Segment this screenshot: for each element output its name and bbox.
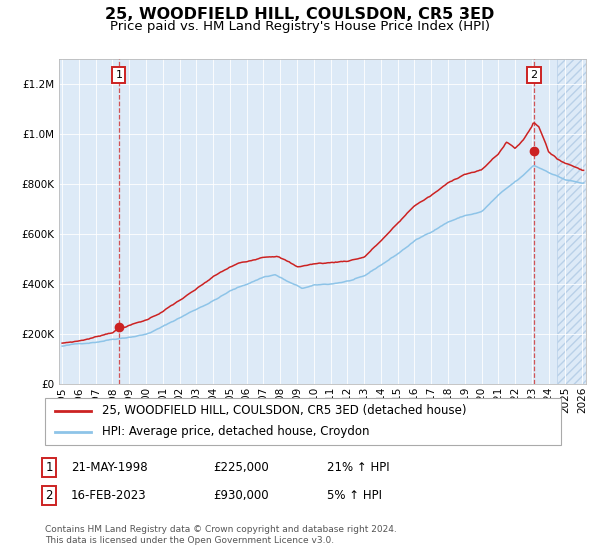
Bar: [557, 59, 586, 384]
Text: 21-MAY-1998: 21-MAY-1998: [71, 461, 148, 474]
Text: 5% ↑ HPI: 5% ↑ HPI: [327, 489, 382, 502]
Text: 2: 2: [530, 70, 538, 80]
Text: HPI: Average price, detached house, Croydon: HPI: Average price, detached house, Croy…: [102, 426, 369, 438]
Text: 21% ↑ HPI: 21% ↑ HPI: [327, 461, 389, 474]
Text: £225,000: £225,000: [213, 461, 269, 474]
Text: Contains HM Land Registry data © Crown copyright and database right 2024.
This d: Contains HM Land Registry data © Crown c…: [45, 525, 397, 545]
Text: 1: 1: [115, 70, 122, 80]
Text: 25, WOODFIELD HILL, COULSDON, CR5 3ED: 25, WOODFIELD HILL, COULSDON, CR5 3ED: [106, 7, 494, 22]
Text: Price paid vs. HM Land Registry's House Price Index (HPI): Price paid vs. HM Land Registry's House …: [110, 20, 490, 32]
Text: 25, WOODFIELD HILL, COULSDON, CR5 3ED (detached house): 25, WOODFIELD HILL, COULSDON, CR5 3ED (d…: [102, 404, 466, 417]
Text: 1: 1: [46, 461, 53, 474]
Text: 16-FEB-2023: 16-FEB-2023: [71, 489, 146, 502]
Text: £930,000: £930,000: [213, 489, 269, 502]
Text: 2: 2: [46, 489, 53, 502]
FancyBboxPatch shape: [45, 398, 561, 445]
